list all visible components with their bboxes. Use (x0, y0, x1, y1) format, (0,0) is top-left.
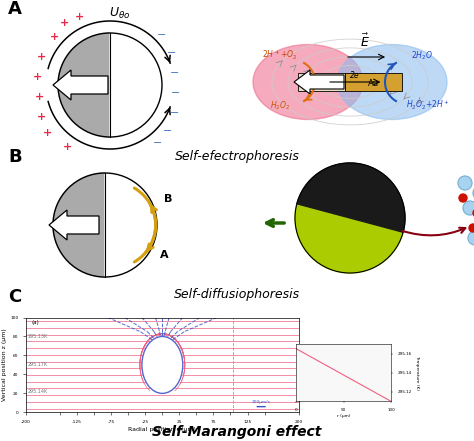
Polygon shape (105, 173, 157, 277)
Text: $2H_2O$: $2H_2O$ (411, 49, 433, 61)
Ellipse shape (253, 45, 363, 120)
Text: Self-Marangoni effect: Self-Marangoni effect (152, 425, 322, 439)
Text: B: B (8, 148, 22, 166)
Text: −: − (157, 30, 167, 40)
Text: $H_2O_2$: $H_2O_2$ (270, 99, 290, 112)
Text: +: + (36, 92, 45, 102)
FancyArrow shape (49, 210, 99, 240)
Circle shape (473, 186, 474, 200)
Text: Pt: Pt (315, 78, 323, 87)
Text: +: + (44, 128, 53, 138)
Text: +: + (37, 52, 46, 62)
Text: $H_2O_2$+$2H^+$: $H_2O_2$+$2H^+$ (406, 98, 450, 112)
Text: Self-diffusiophoresis: Self-diffusiophoresis (174, 288, 300, 301)
Circle shape (469, 224, 474, 232)
FancyArrow shape (294, 70, 344, 94)
Circle shape (473, 209, 474, 217)
Text: +: + (37, 112, 46, 122)
Text: 200μm/s: 200μm/s (252, 400, 271, 404)
Text: $U_{\theta o}$: $U_{\theta o}$ (109, 6, 131, 21)
Circle shape (463, 201, 474, 215)
Text: −: − (170, 108, 180, 118)
Text: −: − (171, 88, 181, 98)
Text: +: + (50, 32, 60, 42)
Text: A: A (160, 250, 168, 260)
Text: 2e: 2e (350, 71, 360, 80)
Polygon shape (297, 163, 405, 232)
Text: $\vec{E}$: $\vec{E}$ (360, 33, 370, 50)
X-axis label: r (μm): r (μm) (337, 414, 350, 418)
Polygon shape (53, 173, 105, 277)
Text: 295.14K: 295.14K (27, 389, 48, 394)
Polygon shape (295, 204, 403, 273)
X-axis label: Radial position r (μm): Radial position r (μm) (128, 427, 196, 432)
Circle shape (468, 231, 474, 245)
Text: +: + (60, 18, 70, 28)
FancyBboxPatch shape (345, 73, 402, 91)
Text: B: B (164, 194, 172, 205)
Y-axis label: Vertical position z (μm): Vertical position z (μm) (2, 329, 8, 401)
Text: Self-efectrophoresis: Self-efectrophoresis (174, 150, 300, 163)
Text: 295.17K: 295.17K (27, 363, 48, 367)
Text: C: C (8, 288, 21, 306)
Text: −: − (167, 48, 177, 58)
Text: +: + (33, 72, 43, 82)
FancyBboxPatch shape (298, 73, 345, 91)
Circle shape (459, 194, 467, 202)
Text: −: − (164, 126, 173, 136)
Text: (a): (a) (31, 320, 39, 325)
Polygon shape (110, 33, 162, 137)
Ellipse shape (337, 45, 447, 120)
Circle shape (142, 336, 183, 393)
Text: −: − (170, 68, 180, 78)
Y-axis label: Temperature (K): Temperature (K) (415, 355, 419, 390)
Polygon shape (58, 33, 110, 137)
Text: +: + (64, 142, 73, 152)
Text: A: A (8, 0, 22, 18)
Text: $2H^+$+$O_2$: $2H^+$+$O_2$ (262, 49, 298, 61)
Circle shape (458, 176, 472, 190)
Text: −: − (153, 138, 163, 148)
FancyArrow shape (53, 70, 108, 100)
Text: Au: Au (368, 78, 380, 87)
Text: 295.13K: 295.13K (27, 334, 48, 339)
Text: +: + (75, 12, 85, 22)
